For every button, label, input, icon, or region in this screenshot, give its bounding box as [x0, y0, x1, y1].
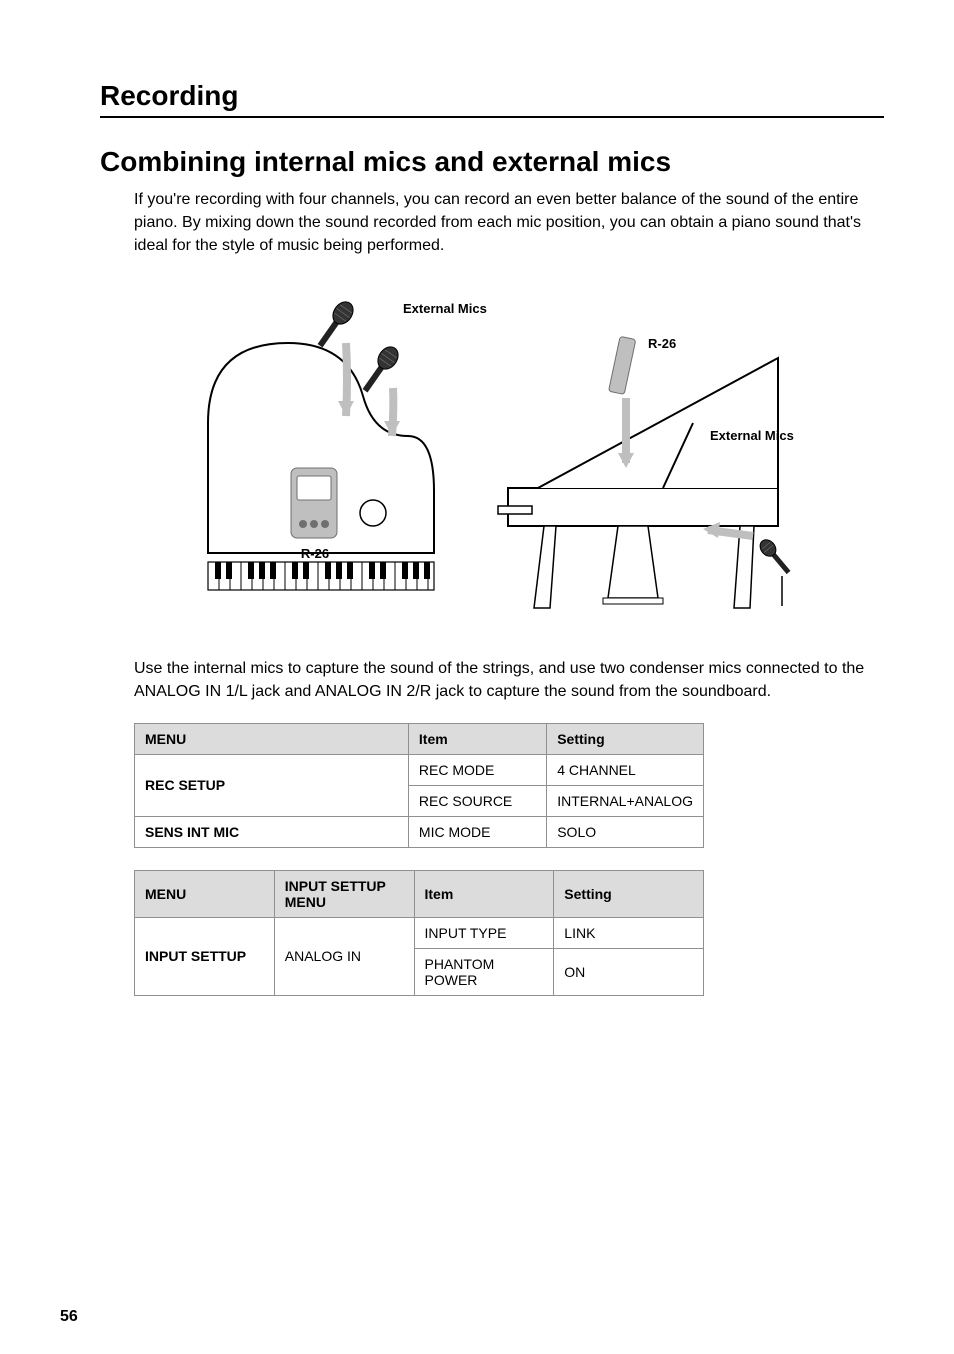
settings-table-1: MENU Item Setting REC SETUP REC MODE 4 C…: [134, 723, 704, 848]
td-menu: REC SETUP: [135, 754, 409, 816]
table-row: INPUT SETTUP ANALOG IN INPUT TYPE LINK: [135, 917, 704, 948]
table-header-row: MENU Item Setting: [135, 723, 704, 754]
td-setting: 4 CHANNEL: [547, 754, 704, 785]
table-row: REC SETUP REC MODE 4 CHANNEL: [135, 754, 704, 785]
td-item: PHANTOM POWER: [414, 948, 554, 995]
td-setting: ON: [554, 948, 704, 995]
th-menu: MENU: [135, 870, 275, 917]
th-menu: MENU: [135, 723, 409, 754]
piano-diagram: R-26: [178, 278, 828, 633]
chapter-title: Recording: [100, 80, 884, 112]
th-submenu: INPUT SETTUP MENU: [274, 870, 414, 917]
th-setting: Setting: [554, 870, 704, 917]
td-item: MIC MODE: [408, 816, 546, 847]
label-ext-mics-top: External Mics: [403, 301, 487, 316]
section-title: Combining internal mics and external mic…: [100, 146, 884, 178]
table-header-row: MENU INPUT SETTUP MENU Item Setting: [135, 870, 704, 917]
table-row: SENS INT MIC MIC MODE SOLO: [135, 816, 704, 847]
label-ext-mics-right: External Mics: [710, 428, 794, 443]
td-setting: SOLO: [547, 816, 704, 847]
th-item: Item: [414, 870, 554, 917]
intro-paragraph: If you're recording with four channels, …: [134, 188, 884, 258]
label-r26-right: R-26: [648, 336, 676, 351]
td-submenu: ANALOG IN: [274, 917, 414, 995]
td-item: REC MODE: [408, 754, 546, 785]
td-item: REC SOURCE: [408, 785, 546, 816]
settings-table-2: MENU INPUT SETTUP MENU Item Setting INPU…: [134, 870, 704, 996]
td-setting: INTERNAL+ANALOG: [547, 785, 704, 816]
divider: [100, 116, 884, 118]
th-item: Item: [408, 723, 546, 754]
td-setting: LINK: [554, 917, 704, 948]
piano-topview: R-26: [208, 343, 434, 590]
label-r26-left: R-26: [301, 546, 329, 561]
td-item: INPUT TYPE: [414, 917, 554, 948]
td-menu: SENS INT MIC: [135, 816, 409, 847]
page-number: 56: [60, 1308, 78, 1326]
piano-sideview: R-26 External Mics: [498, 336, 794, 608]
td-menu: INPUT SETTUP: [135, 917, 275, 995]
th-setting: Setting: [547, 723, 704, 754]
mid-paragraph: Use the internal mics to capture the sou…: [134, 657, 884, 703]
